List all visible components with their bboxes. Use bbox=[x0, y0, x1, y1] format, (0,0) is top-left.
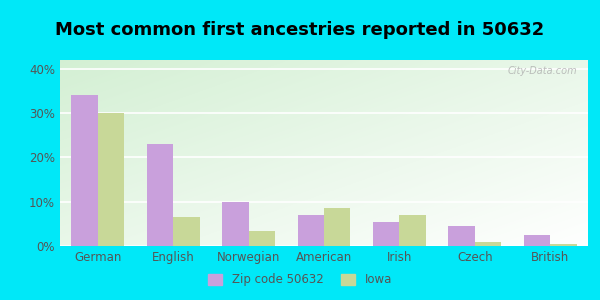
Text: Most common first ancestries reported in 50632: Most common first ancestries reported in… bbox=[55, 21, 545, 39]
Text: City-Data.com: City-Data.com bbox=[508, 66, 577, 76]
Bar bbox=[222, 202, 248, 246]
Bar bbox=[298, 215, 324, 246]
Bar bbox=[71, 95, 98, 246]
Bar bbox=[373, 222, 400, 246]
Bar bbox=[173, 217, 200, 246]
Bar bbox=[524, 235, 550, 246]
Bar bbox=[98, 113, 124, 246]
Legend: Zip code 50632, Iowa: Zip code 50632, Iowa bbox=[203, 269, 397, 291]
Bar bbox=[550, 244, 577, 246]
Bar bbox=[448, 226, 475, 246]
Bar bbox=[147, 144, 173, 246]
Bar bbox=[248, 230, 275, 246]
Bar bbox=[475, 242, 501, 246]
Bar bbox=[400, 215, 426, 246]
Bar bbox=[324, 208, 350, 246]
